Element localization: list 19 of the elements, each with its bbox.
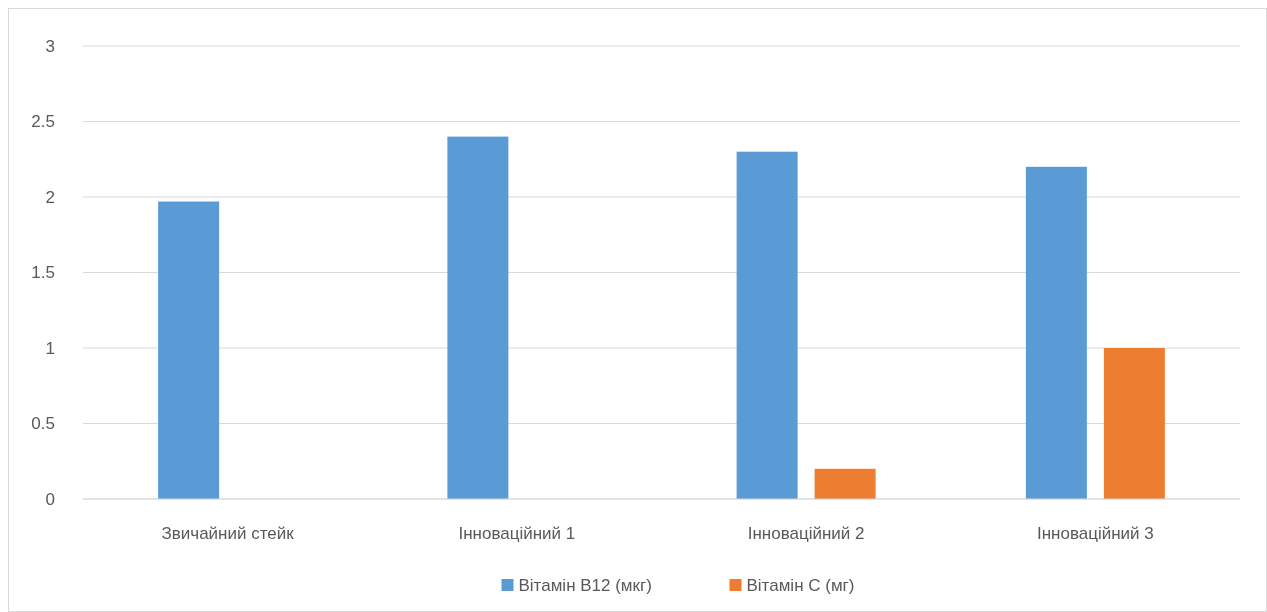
bar xyxy=(736,151,798,499)
legend-label: Вітамін С (мг) xyxy=(746,575,855,595)
legend-label: Вітамін В12 (мкг) xyxy=(518,575,652,595)
x-tick-label: Звичайний стейк xyxy=(161,524,295,543)
y-tick-label: 1.5 xyxy=(31,263,55,283)
y-tick-label: 2.5 xyxy=(31,112,55,132)
y-tick-label: 2 xyxy=(45,187,55,207)
x-tick-label: Інноваційний 1 xyxy=(458,524,576,543)
bar xyxy=(1025,166,1087,499)
x-tick-label: Інноваційний 2 xyxy=(747,524,865,543)
bar xyxy=(814,468,876,499)
y-tick-label: 0 xyxy=(45,489,55,509)
bar xyxy=(1103,348,1165,499)
y-tick-label: 1 xyxy=(45,338,55,358)
bar xyxy=(447,136,509,499)
y-tick-label: 0.5 xyxy=(31,414,55,434)
y-tick-label: 3 xyxy=(45,36,55,56)
x-tick-label: Інноваційний 3 xyxy=(1036,524,1154,543)
bar xyxy=(158,201,220,499)
